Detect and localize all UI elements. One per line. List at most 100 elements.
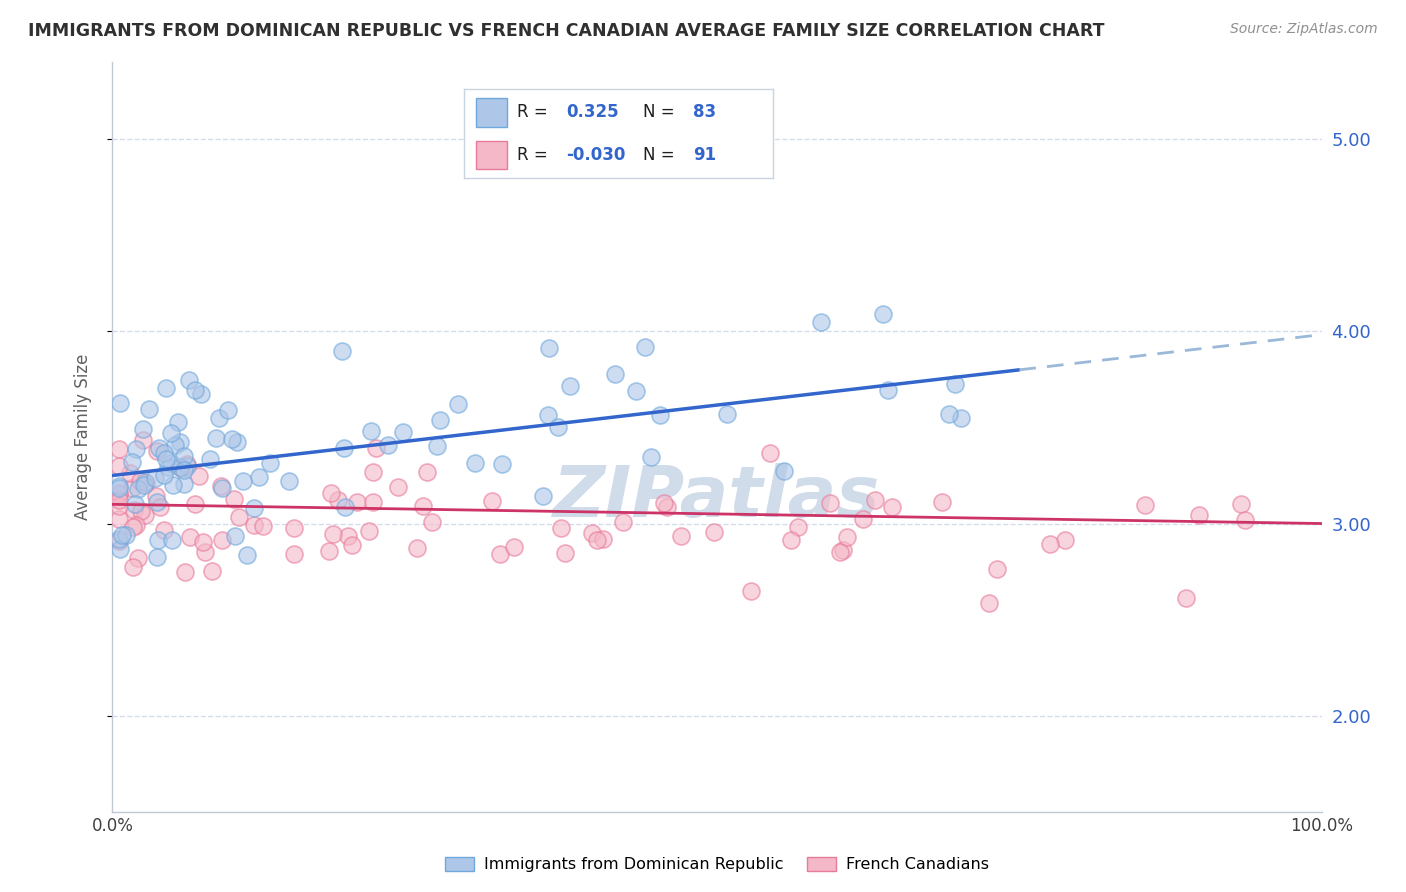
Point — [1039, 537, 1062, 551]
Point — [322, 527, 344, 541]
Point — [810, 315, 832, 329]
Point — [977, 597, 1000, 611]
Point — [107, 533, 129, 547]
Point — [1135, 498, 1157, 512]
Point — [107, 534, 129, 549]
Point — [107, 493, 129, 508]
Point — [125, 518, 148, 533]
Point — [779, 533, 801, 547]
Point — [283, 521, 305, 535]
Point — [169, 460, 191, 475]
Point — [547, 420, 569, 434]
Point — [387, 479, 409, 493]
Point — [235, 548, 257, 562]
Text: R =: R = — [516, 103, 547, 121]
Point — [145, 550, 167, 565]
Bar — [477, 98, 508, 127]
Point — [786, 520, 808, 534]
Point — [259, 456, 281, 470]
Point — [328, 492, 350, 507]
Point — [931, 495, 953, 509]
Point — [640, 450, 662, 464]
Point — [115, 528, 138, 542]
Point — [740, 583, 762, 598]
Text: IMMIGRANTS FROM DOMINICAN REPUBLIC VS FRENCH CANADIAN AVERAGE FAMILY SIZE CORREL: IMMIGRANTS FROM DOMINICAN REPUBLIC VS FR… — [28, 22, 1105, 40]
Point — [198, 451, 221, 466]
Point — [190, 387, 212, 401]
Point — [671, 529, 693, 543]
Point — [107, 512, 129, 526]
Point — [134, 508, 156, 523]
Point — [818, 496, 841, 510]
Point — [412, 500, 434, 514]
Point — [155, 381, 177, 395]
Point — [605, 367, 627, 381]
Point — [1230, 497, 1253, 511]
Point — [319, 485, 342, 500]
Point — [360, 424, 382, 438]
Text: R =: R = — [516, 146, 547, 164]
Point — [191, 534, 214, 549]
Point — [211, 481, 233, 495]
Point — [772, 464, 794, 478]
Point — [146, 443, 169, 458]
Point — [938, 407, 960, 421]
Text: -0.030: -0.030 — [567, 146, 626, 164]
Point — [108, 541, 131, 556]
Point — [828, 545, 851, 559]
Point — [247, 469, 270, 483]
Point — [333, 500, 356, 515]
Bar — [477, 141, 508, 169]
Point — [149, 500, 172, 515]
Point — [876, 383, 898, 397]
Point — [346, 495, 368, 509]
Point — [138, 402, 160, 417]
Point — [880, 500, 903, 514]
Point — [986, 562, 1008, 576]
Point — [624, 384, 647, 399]
Point — [179, 373, 201, 387]
Point — [716, 407, 738, 421]
Point — [153, 446, 176, 460]
Point — [165, 438, 187, 452]
Point — [176, 458, 198, 473]
Point — [489, 547, 512, 561]
Point — [157, 460, 180, 475]
Point — [134, 475, 156, 489]
Point — [872, 307, 894, 321]
Point — [122, 559, 145, 574]
Point — [169, 434, 191, 449]
Point — [1054, 533, 1077, 547]
Point — [585, 533, 607, 547]
Point — [108, 479, 131, 493]
Point — [127, 551, 149, 566]
Point — [129, 504, 152, 518]
Point — [228, 510, 250, 524]
Point — [179, 530, 201, 544]
Text: 0.325: 0.325 — [567, 103, 619, 121]
Point — [406, 541, 429, 556]
Point — [107, 487, 129, 501]
Point — [634, 340, 657, 354]
Point — [447, 397, 470, 411]
Point — [277, 474, 299, 488]
Point — [159, 456, 181, 470]
Point — [851, 511, 873, 525]
Point — [377, 438, 399, 452]
Point — [108, 396, 131, 410]
Point — [222, 491, 245, 506]
Point — [420, 515, 443, 529]
Point — [124, 497, 146, 511]
Legend: Immigrants from Dominican Republic, French Canadians: Immigrants from Dominican Republic, Fren… — [439, 850, 995, 879]
Point — [759, 446, 782, 460]
Point — [416, 465, 439, 479]
Point — [1175, 591, 1198, 606]
Point — [531, 489, 554, 503]
Point — [426, 439, 449, 453]
Point — [648, 408, 671, 422]
Point — [592, 533, 614, 547]
Point — [146, 533, 169, 547]
Point — [107, 486, 129, 500]
Point — [183, 384, 205, 398]
Text: 91: 91 — [693, 146, 716, 164]
